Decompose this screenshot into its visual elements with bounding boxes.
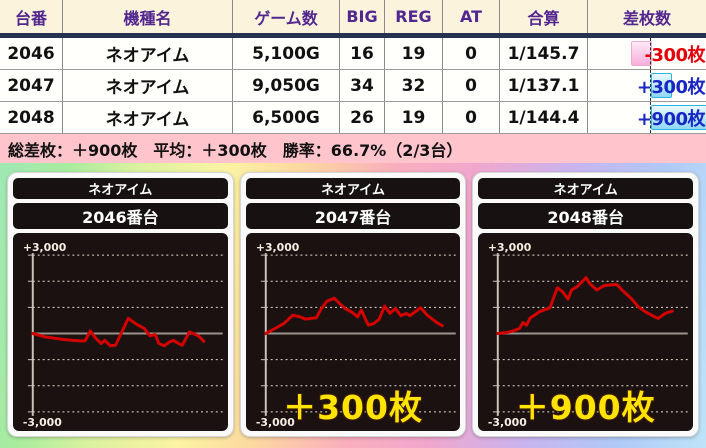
panel-model-name: ネオアイム bbox=[245, 178, 461, 199]
gassan-rate: 1/137.1 bbox=[500, 70, 588, 101]
machine-graph-panel-2047: ネオアイム 2047番台 +3,000 -3,000 ＋300枚 bbox=[239, 172, 467, 437]
svg-text:-3,000: -3,000 bbox=[256, 416, 295, 429]
panel-machine-number: 2046番台 bbox=[13, 203, 228, 229]
model-name: ネオアイム bbox=[63, 102, 233, 133]
machine-graph-panel-2046: ネオアイム 2046番台 +3,000 -3,000 bbox=[7, 172, 234, 437]
diff-zero-line bbox=[650, 38, 651, 69]
diff-coins-cell: +900枚 bbox=[588, 102, 706, 133]
table-row: 2048 ネオアイム 6,500G 26 19 0 1/144.4 +900枚 bbox=[0, 102, 706, 134]
big-count: 26 bbox=[340, 102, 385, 133]
diff-coins-cell: -300枚 bbox=[588, 38, 706, 69]
diff-zero-line bbox=[650, 70, 651, 101]
table-row: 2046 ネオアイム 5,100G 16 19 0 1/145.7 -300枚 bbox=[0, 38, 706, 70]
game-count: 5,100G bbox=[233, 38, 340, 69]
slump-graph-2048: +3,000 -3,000 ＋900枚 bbox=[478, 233, 694, 431]
diff-coins-value: +900枚 bbox=[636, 108, 706, 130]
svg-text:+3,000: +3,000 bbox=[256, 241, 300, 254]
svg-text:+3,000: +3,000 bbox=[488, 241, 532, 254]
diff-bar bbox=[631, 41, 652, 66]
gassan-rate: 1/145.7 bbox=[500, 38, 588, 69]
reg-count: 32 bbox=[385, 70, 443, 101]
col-header-gassan: 合算 bbox=[500, 0, 588, 33]
diff-bar bbox=[651, 73, 672, 98]
col-header-diff: 差枚数 bbox=[622, 8, 671, 28]
charts-section: ネオアイム 2046番台 +3,000 -3,000 ネオアイム 2047番台 +… bbox=[0, 163, 706, 448]
game-count: 9,050G bbox=[233, 70, 340, 101]
col-header-dai: 台番 bbox=[0, 0, 63, 33]
diff-coins-value: +300枚 bbox=[636, 76, 706, 98]
graph-result-overlay: ＋300枚 bbox=[283, 388, 423, 427]
machine-number: 2046 bbox=[0, 38, 63, 69]
at-count: 0 bbox=[443, 70, 500, 101]
col-header-games: ゲーム数 bbox=[233, 0, 340, 33]
panel-machine-number: 2048番台 bbox=[478, 203, 694, 229]
machine-number: 2048 bbox=[0, 102, 63, 133]
diff-coins-value: -300枚 bbox=[644, 44, 705, 66]
machine-graph-panel-2048: ネオアイム 2048番台 +3,000 -3,000 ＋900枚 bbox=[472, 172, 700, 437]
gassan-rate: 1/144.4 bbox=[500, 102, 588, 133]
totals-summary-bar: 総差枚：＋900枚 平均：＋300枚 勝率：66.7%（2/3台） bbox=[0, 134, 706, 163]
slump-graph-2047: +3,000 -3,000 ＋300枚 bbox=[245, 233, 461, 431]
at-count: 0 bbox=[443, 102, 500, 133]
big-count: 34 bbox=[340, 70, 385, 101]
diff-bar bbox=[651, 105, 706, 130]
slump-graph-2046: +3,000 -3,000 bbox=[13, 233, 228, 431]
machine-number: 2047 bbox=[0, 70, 63, 101]
svg-text:-3,000: -3,000 bbox=[23, 416, 62, 429]
table-header-row: 台番 機種名 ゲーム数 BIG REG AT 合算 差枚数 bbox=[0, 0, 706, 33]
game-count: 6,500G bbox=[233, 102, 340, 133]
panel-model-name: ネオアイム bbox=[478, 178, 694, 199]
header-divider bbox=[0, 33, 706, 38]
table-row: 2047 ネオアイム 9,050G 34 32 0 1/137.1 +300枚 bbox=[0, 70, 706, 102]
machine-stats-table: 台番 機種名 ゲーム数 BIG REG AT 合算 差枚数 2046 ネオアイム… bbox=[0, 0, 706, 163]
at-count: 0 bbox=[443, 38, 500, 69]
big-count: 16 bbox=[340, 38, 385, 69]
reg-count: 19 bbox=[385, 38, 443, 69]
graph-result-overlay: ＋900枚 bbox=[515, 388, 656, 427]
col-header-at: AT bbox=[443, 0, 500, 33]
svg-text:-3,000: -3,000 bbox=[488, 416, 527, 429]
panel-model-name: ネオアイム bbox=[13, 178, 228, 199]
svg-text:+3,000: +3,000 bbox=[23, 241, 67, 254]
model-name: ネオアイム bbox=[63, 38, 233, 69]
reg-count: 19 bbox=[385, 102, 443, 133]
col-header-reg: REG bbox=[385, 0, 443, 33]
diff-zero-line bbox=[650, 102, 651, 133]
col-header-big: BIG bbox=[340, 0, 385, 33]
diff-coins-cell: +300枚 bbox=[588, 70, 706, 101]
panel-machine-number: 2047番台 bbox=[245, 203, 461, 229]
col-header-model: 機種名 bbox=[63, 0, 233, 33]
model-name: ネオアイム bbox=[63, 70, 233, 101]
